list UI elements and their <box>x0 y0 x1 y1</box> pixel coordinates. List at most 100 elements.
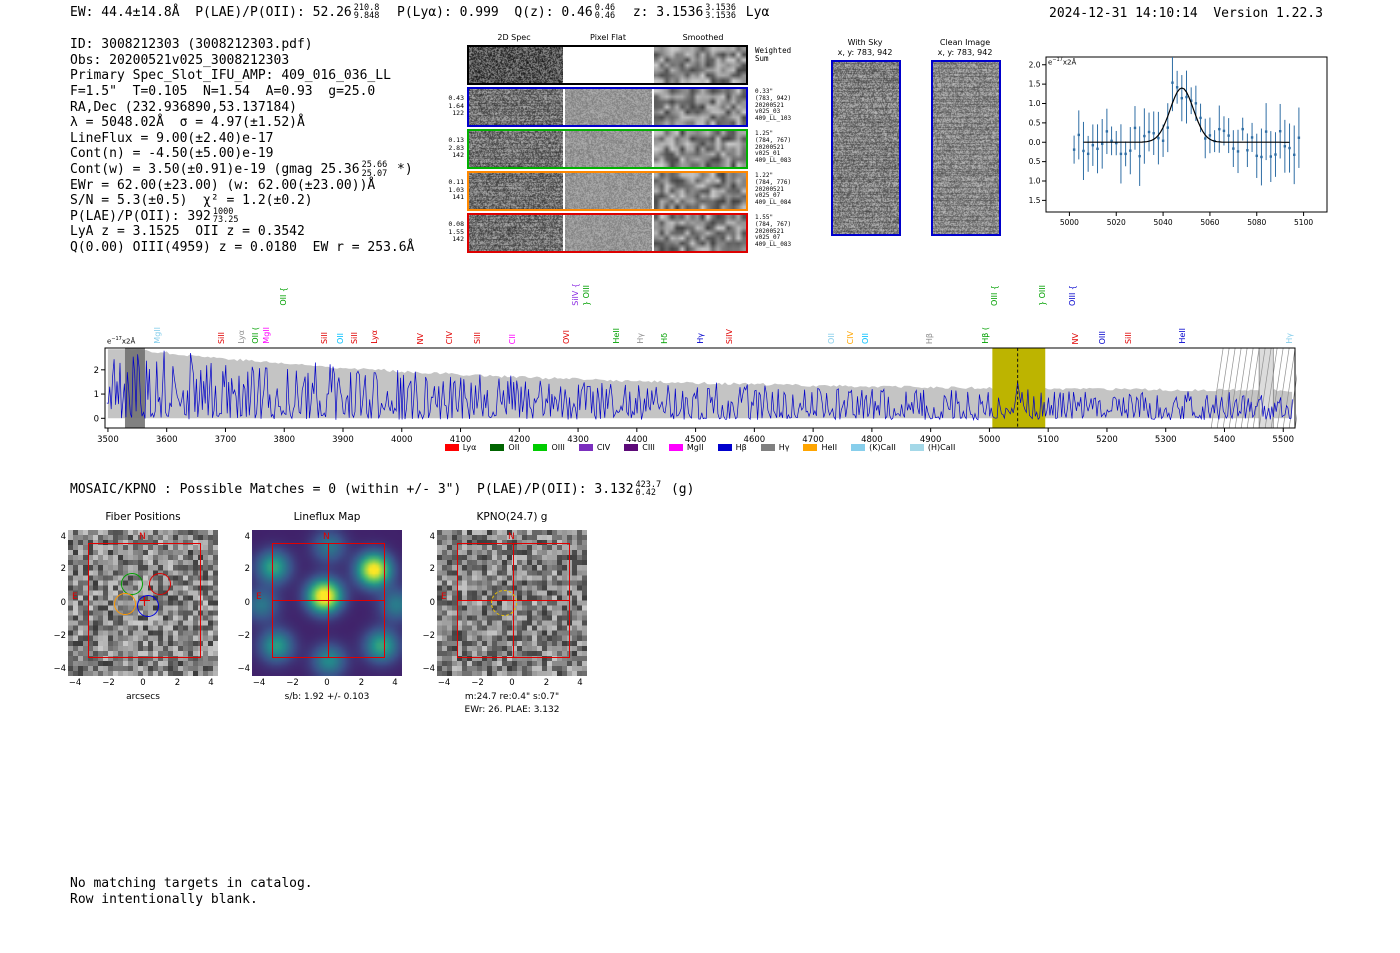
stacked-fraction: 423.7 0.42 <box>635 479 662 498</box>
exp-post: x2Å <box>1062 58 1077 67</box>
tick-label: 4 <box>577 678 583 688</box>
tick-label: 0 <box>244 597 250 608</box>
legend-swatch <box>533 444 548 451</box>
spec2d-row-left-label: 0.13 2.83 142 <box>443 136 464 160</box>
emission-line-label: OII ( <box>251 327 261 344</box>
spec2d-col-header: 2D Spec <box>497 33 531 42</box>
right-label-line: 409_LL_103 <box>755 115 792 123</box>
info-line: F=1.5" T=0.105 N=1.54 A=0.93 g=25.0 <box>70 84 414 100</box>
plot-frame <box>1045 56 1328 213</box>
emission-line-label: OIII { <box>989 284 999 306</box>
spec2d-row-left-label: 0.11 1.03 141 <box>443 178 464 202</box>
aperture-circle <box>491 590 517 616</box>
legend-swatch <box>851 444 866 451</box>
legend-swatch <box>444 444 459 451</box>
tick-label: 2 <box>60 564 66 574</box>
kpno-g-panel: N E 4 2 0 −2 −4 −4 −2 0 2 4 <box>422 530 587 688</box>
spec2d-cutout-image <box>565 89 652 125</box>
right-label-line: 409_LL_083 <box>755 157 792 165</box>
compass-north-label: N <box>508 532 515 542</box>
text-segment: *) <box>389 162 413 178</box>
legend-label: (K)CaII <box>869 443 896 452</box>
fraction-bottom: 25.07 <box>361 168 388 179</box>
emission-line-label: } OIII <box>582 284 592 306</box>
x-tick-label: 4500 <box>685 435 707 445</box>
plot-frame <box>104 347 1296 429</box>
info-line: Cont(n) = -4.50(±5.00)e-19 <box>70 146 414 162</box>
fraction-top: 0.46 <box>594 2 616 13</box>
legend-swatch <box>717 444 732 451</box>
emission-line-label: SiII <box>1123 331 1133 344</box>
right-label-line: 1.25" <box>755 130 774 137</box>
info-line: LyA z = 3.1525 OII z = 0.3542 <box>70 224 414 240</box>
fiber-circle <box>114 593 136 615</box>
fraction-bottom: 0.42 <box>635 488 657 498</box>
spec2d-col-header: Pixel Flat <box>590 33 626 42</box>
spec2d-cutout-image <box>469 47 563 83</box>
stacked-fraction: 0.46 0.46 <box>594 2 616 21</box>
tick-label: 0 <box>509 678 515 688</box>
panel-title: With Sky <box>847 38 883 47</box>
y-tick-label: 2 <box>94 366 99 376</box>
x-tick-label: 5400 <box>1214 435 1236 445</box>
x-tick-label: 4700 <box>802 435 824 445</box>
fraction-bottom: 3.1536 <box>705 11 736 21</box>
legend-item: (K)CaII <box>851 443 896 452</box>
stacked-fraction: 25.66 25.07 <box>362 161 388 178</box>
tick-label: 2 <box>429 564 435 574</box>
emission-line-label: OIII { <box>1067 284 1077 306</box>
fiber-circle <box>149 573 171 595</box>
x-tick-label: 4000 <box>391 435 413 445</box>
spec2d-cutout-image <box>654 47 746 83</box>
x-tick-label: 4600 <box>744 435 766 445</box>
fraction-top: 423.7 <box>635 479 662 490</box>
header-summary: EW: 44.4±14.8Å P(LAE)/P(OII): 52.26 210.8… <box>70 2 769 22</box>
stacked-fraction: 210.8 9.848 <box>354 3 380 21</box>
left-label-line: 142 <box>452 151 464 159</box>
legend-label: (H)CaII <box>927 443 956 452</box>
tick-label: −4 <box>422 664 435 674</box>
text-segment: LineFlux = 9.00(±2.40)e-17 <box>70 130 274 146</box>
stacked-fraction: 1000 73.25 <box>213 208 239 225</box>
right-label-line: (784, 767) <box>755 220 792 228</box>
fraction-bottom: 73.25 <box>212 215 239 226</box>
text-segment: λ = 5048.02Å σ = 4.97(±1.52)Å <box>70 115 305 131</box>
emission-line-label: SiIV <box>725 328 734 344</box>
x-tick-label: 4300 <box>567 435 589 445</box>
y-tick-label: 0.5 <box>1029 118 1041 127</box>
right-label-line: v025_01 <box>755 150 781 158</box>
legend-item: CIV <box>578 443 610 452</box>
cutout-xlabel: s/b: 1.92 +/- 0.103 <box>284 692 370 702</box>
axis-ticks: 3500 3600 3700 3800 3900 4000 4100 4200 4300 4400… <box>94 366 1294 445</box>
header-datetime-version: 2024-12-31 14:10:14 Version 1.22.3 <box>1049 6 1323 21</box>
compass-east-label: E <box>256 592 262 602</box>
spec2d-row-left-label: 0.43 1.64 122 <box>443 94 464 118</box>
spec2d-grid: Weighted Sum 0.43 1.64 122 0.33" (783, 942) 202… <box>443 45 833 257</box>
emission-line-label: Hγ <box>695 333 705 344</box>
spec2d-row-right-label: 1.25" (784, 767) 20200521 v025_01 409_LL_083 <box>755 130 821 165</box>
emission-line-label: HeII <box>1178 328 1188 344</box>
info-line: EWr = 62.00(±23.00) (w: 62.00(±23.00))Å <box>70 177 414 193</box>
text-segment: ID: 3008212303 (3008212303.pdf) <box>70 37 313 53</box>
spec2d-cutout-image <box>565 215 652 251</box>
emission-line-label: SiII <box>217 331 227 344</box>
text-segment: P(Lyα): 0.999 Q(z): 0.46 <box>381 4 593 20</box>
tick-label: −4 <box>53 664 66 674</box>
tick-label: 4 <box>244 531 250 542</box>
legend-item: OIII <box>533 443 565 452</box>
spec2d-row-left-label: 0.08 1.55 142 <box>443 220 464 244</box>
left-label-line: 1.55 <box>448 227 464 236</box>
text-segment: Lyα <box>737 4 770 20</box>
panel-title: Clean Image <box>939 38 991 47</box>
cutout-xlabel2: EWr: 26. PLAE: 3.132 <box>464 705 560 715</box>
legend-label: OIII <box>551 443 565 452</box>
left-label-line: 2.83 <box>448 143 464 152</box>
legend-item: CIII <box>624 443 655 452</box>
right-label-line: v025_07 <box>755 192 781 200</box>
left-label-line: 1.03 <box>448 185 464 194</box>
info-line: λ = 5048.02Å σ = 4.97(±1.52)Å <box>70 115 414 131</box>
fraction-top: 1000 <box>212 206 234 217</box>
left-label-line: 0.08 <box>448 220 464 228</box>
emission-line-label: OII <box>336 332 345 344</box>
